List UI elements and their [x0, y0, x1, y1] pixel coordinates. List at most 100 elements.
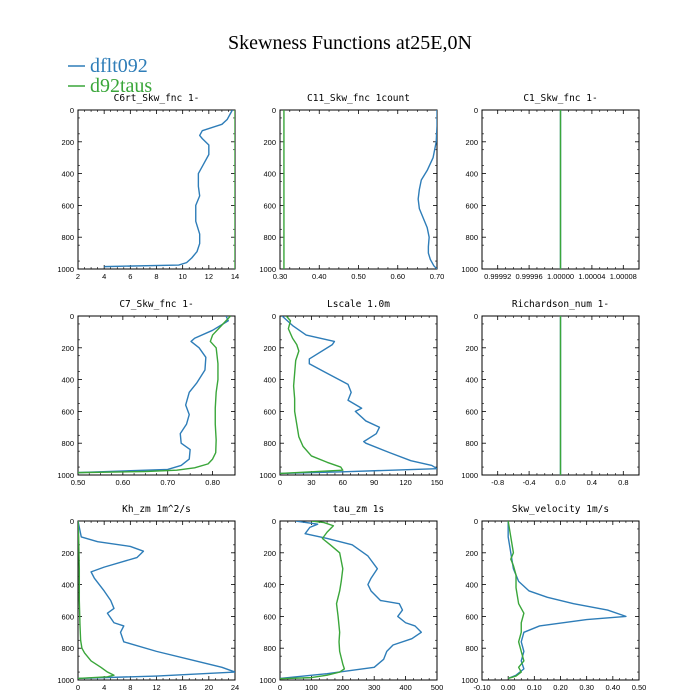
y-tick-label: 600	[61, 201, 74, 210]
x-tick-label: 8	[128, 683, 132, 692]
panel-frame	[279, 109, 438, 270]
series-line-d92taus	[78, 521, 115, 680]
x-tick-label: -0.4	[523, 478, 536, 487]
y-tick-label: 0	[272, 312, 276, 321]
panel-title: C11_Skw_fnc 1count	[307, 93, 410, 104]
y-tick-label: 200	[263, 549, 276, 558]
y-tick-label: 1000	[461, 471, 478, 480]
y-tick-label: 800	[263, 233, 276, 242]
y-tick-label: 1000	[259, 471, 276, 480]
y-tick-label: 600	[465, 407, 478, 416]
x-tick-label: 0.50	[632, 683, 647, 692]
x-tick-label: 200	[337, 683, 350, 692]
panel-0: C6rt_Skw_fnc 1- 2 4 6 8 10 12 14 0 200 400 600 800 10…	[57, 93, 239, 281]
panel-grid: C6rt_Skw_fnc 1-2 4 6 8 10 12 14020040060080010…	[57, 93, 646, 692]
y-tick-label: 400	[263, 581, 276, 590]
y-tick-label: 600	[61, 612, 74, 621]
x-tick-label: 120	[399, 478, 412, 487]
y-tick-label: 1000	[259, 265, 276, 274]
x-tick-label: 16	[178, 683, 186, 692]
x-tick-label: 0.8	[618, 478, 628, 487]
y-tick-label: 0	[70, 517, 74, 526]
panel-title: Skw_velocity 1m/s	[512, 504, 609, 515]
x-tick-label: 0.70	[160, 478, 175, 487]
panel-3: C7_Skw_fnc 1- 0.50 0.60 0.70 0.80 0 200 400 600 8…	[57, 299, 236, 487]
y-tick-label: 800	[61, 439, 74, 448]
y-tick-label: 400	[61, 376, 74, 385]
y-tick-label: 200	[263, 138, 276, 147]
y-tick-label: 400	[61, 170, 74, 179]
panel-title: C7_Skw_fnc 1-	[119, 299, 193, 310]
panel-title: Lscale 1.0m	[327, 299, 390, 310]
x-tick-label: 150	[431, 478, 444, 487]
x-tick-label: 14	[231, 272, 239, 281]
x-tick-label: 1.00004	[578, 272, 605, 281]
panel-5: Richardson_num 1- -0.8 -0.4 0.0 0.4 0.8 0 200 40…	[461, 299, 640, 487]
series-line-dflt092	[417, 110, 437, 269]
x-tick-label: 24	[231, 683, 239, 692]
x-tick-label: 10	[178, 272, 186, 281]
series-line-d92taus	[280, 521, 346, 680]
y-tick-label: 400	[263, 376, 276, 385]
x-tick-label: 400	[399, 683, 412, 692]
y-tick-label: 200	[263, 344, 276, 353]
y-tick-label: 400	[263, 170, 276, 179]
x-tick-label: 12	[152, 683, 160, 692]
x-tick-label: 20	[205, 683, 213, 692]
x-tick-label: 12	[205, 272, 213, 281]
x-tick-label: 8	[154, 272, 158, 281]
x-tick-label: 0.0	[555, 478, 565, 487]
x-tick-label: 0.20	[553, 683, 568, 692]
x-tick-label: 0	[278, 683, 282, 692]
x-tick-label: 0.50	[71, 478, 86, 487]
x-tick-label: -0.10	[473, 683, 490, 692]
figure-title: Skewness Functions at25E,0N	[228, 32, 472, 54]
x-tick-label: 4	[102, 272, 106, 281]
x-tick-label: 0.99992	[484, 272, 511, 281]
y-tick-label: 600	[263, 201, 276, 210]
x-tick-label: 0.00	[501, 683, 516, 692]
y-tick-label: 200	[465, 138, 478, 147]
y-tick-label: 400	[465, 581, 478, 590]
y-tick-label: 400	[465, 376, 478, 385]
x-tick-label: 90	[370, 478, 378, 487]
x-tick-label: 0.30	[273, 272, 288, 281]
series-line-dflt092	[280, 521, 422, 680]
x-tick-label: 100	[305, 683, 318, 692]
x-tick-label: 0	[76, 683, 80, 692]
x-tick-label: 0.50	[351, 272, 366, 281]
panel-4: Lscale 1.0m 0 30 60 90 120 150 0 200 400 600 800 100…	[259, 299, 443, 487]
x-tick-label: 0.4	[587, 478, 597, 487]
panel-6: Kh_zm 1m^2/s 0 4 8 12 16 20 24 0 200 400 600 800 1000	[57, 504, 239, 692]
y-tick-label: 0	[272, 517, 276, 526]
series-line-dflt092	[280, 316, 437, 475]
panel-frame	[279, 520, 438, 681]
legend-label-1: d92taus	[90, 75, 152, 97]
y-tick-label: 600	[61, 407, 74, 416]
y-tick-label: 0	[474, 517, 478, 526]
y-tick-label: 800	[263, 439, 276, 448]
y-tick-label: 800	[61, 644, 74, 653]
panel-title: C6rt_Skw_fnc 1-	[114, 93, 200, 104]
x-tick-label: 1.00008	[610, 272, 637, 281]
x-tick-label: 30	[307, 478, 315, 487]
x-tick-label: 0.10	[527, 683, 542, 692]
x-tick-label: 1.00000	[547, 272, 574, 281]
y-tick-label: 0	[70, 106, 74, 115]
y-tick-label: 200	[61, 549, 74, 558]
series-line-dflt092	[507, 521, 627, 680]
y-tick-label: 1000	[461, 676, 478, 685]
y-tick-label: 800	[465, 439, 478, 448]
legend-label-0: dflt092	[90, 55, 148, 77]
panel-7: tau_zm 1s 0 100 200 300 400 500 0 200 400 600 800 10…	[259, 504, 443, 692]
x-tick-label: 0.70	[430, 272, 445, 281]
panel-2: C1_Skw_fnc 1- 0.99992 0.99996 1.00000 1.0000…	[461, 93, 640, 281]
panel-title: Richardson_num 1-	[512, 299, 609, 310]
series-line-dflt092	[78, 521, 235, 680]
series-line-d92taus	[507, 521, 525, 680]
y-tick-label: 1000	[461, 265, 478, 274]
panel-frame	[279, 315, 438, 476]
x-tick-label: 0.99996	[516, 272, 543, 281]
y-tick-label: 400	[61, 581, 74, 590]
